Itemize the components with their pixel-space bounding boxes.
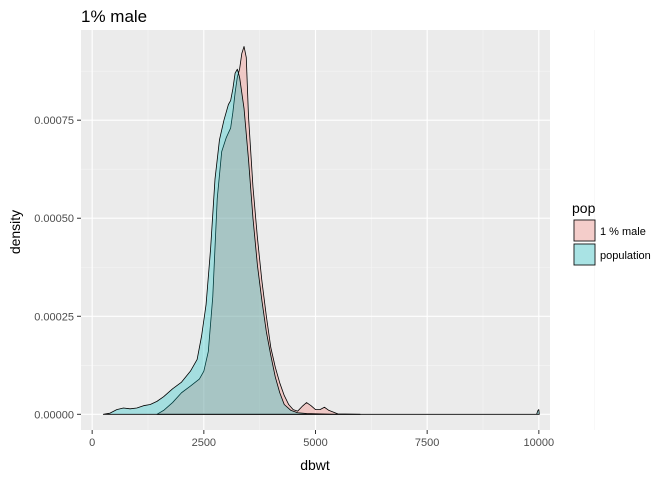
density-area-population — [102, 68, 540, 415]
chart-title: 1% male — [81, 7, 147, 26]
y-tick-label: 0.00050 — [34, 213, 74, 225]
legend-title: pop — [572, 200, 596, 216]
x-axis-title: dbwt — [300, 457, 330, 473]
y-axis-title: density — [7, 210, 23, 254]
legend-key-swatch — [573, 219, 596, 242]
x-tick-label: 2500 — [192, 437, 216, 449]
legend-key-background — [573, 243, 596, 266]
x-tick-label: 10000 — [524, 437, 555, 449]
x-tick-label: 7500 — [415, 437, 439, 449]
legend-key-background — [573, 219, 596, 242]
legend-key-swatch — [573, 243, 596, 266]
legend: pop 1 % male population — [572, 200, 651, 266]
legend-entry-label: 1 % male — [600, 226, 646, 238]
density-areas — [102, 46, 540, 415]
legend-entry-label: population — [600, 250, 651, 262]
density-area-male-sample — [156, 46, 361, 415]
y-tick-label: 0.00075 — [34, 115, 74, 127]
x-axis: 0 2500 5000 7500 10000 — [89, 430, 554, 449]
y-tick-label: 0.00025 — [34, 311, 74, 323]
x-tick-label: 5000 — [303, 437, 327, 449]
y-axis: 0.00000 0.00025 0.00050 0.00075 — [34, 115, 81, 421]
y-tick-label: 0.00000 — [34, 409, 74, 421]
x-tick-label: 0 — [89, 437, 95, 449]
